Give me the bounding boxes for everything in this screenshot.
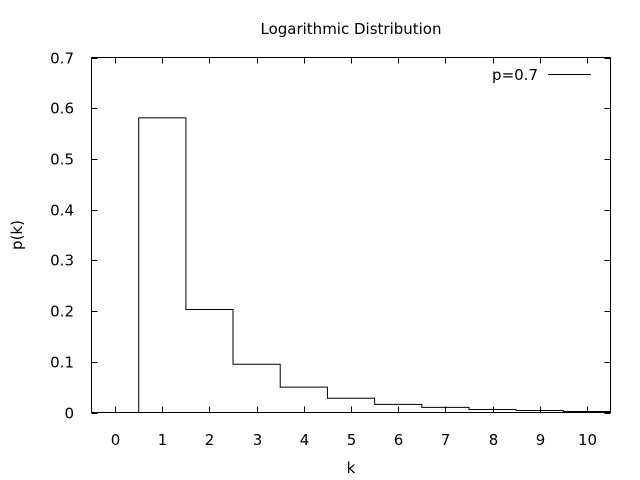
legend-label: p=0.7 <box>492 66 538 84</box>
x-axis: 0 1 2 3 4 5 6 7 8 9 10 <box>111 57 597 449</box>
x-axis-label: k <box>347 459 356 477</box>
x-tick-label: 4 <box>300 431 310 449</box>
x-tick-label: 2 <box>205 431 215 449</box>
y-tick-label: 0.6 <box>50 100 74 118</box>
series-step-line <box>91 117 611 413</box>
x-tick-label: 1 <box>158 431 168 449</box>
y-tick-label: 0 <box>64 405 74 423</box>
x-tick-label: 3 <box>253 431 263 449</box>
x-tick-label: 5 <box>347 431 357 449</box>
y-axis-label: p(k) <box>8 220 26 250</box>
x-tick-label: 8 <box>489 431 499 449</box>
x-tick-label: 6 <box>394 431 404 449</box>
x-tick-label: 10 <box>578 431 597 449</box>
chart-title: Logarithmic Distribution <box>260 20 441 38</box>
y-tick-label: 0.1 <box>50 354 74 372</box>
y-tick-label: 0.5 <box>50 151 74 169</box>
plot-frame <box>91 57 611 413</box>
x-tick-label: 7 <box>441 431 451 449</box>
x-tick-label: 0 <box>111 431 121 449</box>
y-tick-label: 0.3 <box>50 252 74 270</box>
x-tick-label: 9 <box>536 431 546 449</box>
y-axis: 0 0.1 0.2 0.3 0.4 0.5 0.6 0.7 <box>50 50 611 423</box>
y-tick-label: 0.7 <box>50 50 74 68</box>
y-tick-label: 0.4 <box>50 202 74 220</box>
y-tick-label: 0.2 <box>50 303 74 321</box>
series-layer <box>91 117 611 413</box>
legend: p=0.7 <box>492 66 591 84</box>
